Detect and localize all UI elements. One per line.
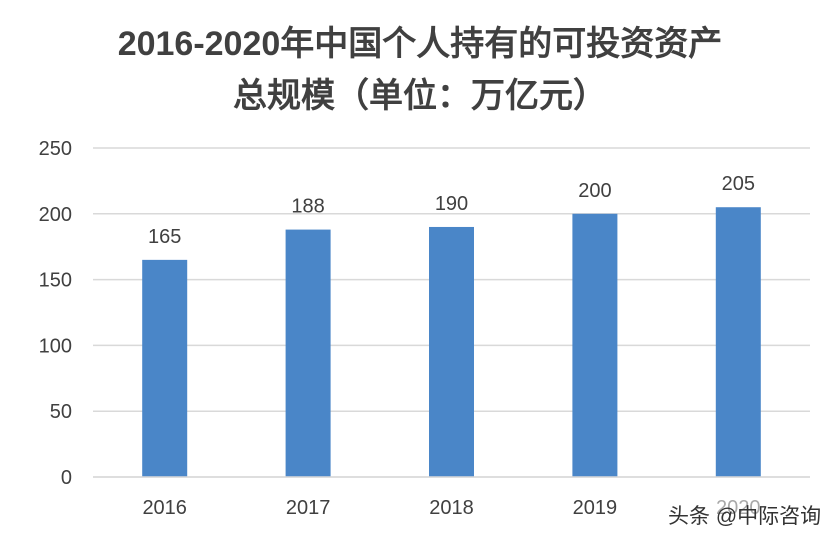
x-tick-label: 2016: [142, 497, 187, 519]
bar: [142, 259, 188, 477]
data-label: 165: [148, 226, 181, 248]
chart-title-line-2: 总规模（单位：万亿元）: [233, 77, 607, 115]
y-tick-label: 150: [39, 270, 72, 292]
y-tick-label: 250: [39, 138, 72, 160]
data-label: 200: [578, 180, 611, 202]
bar: [572, 213, 618, 478]
bar: [285, 229, 331, 477]
watermark: 头条 @中际咨询: [668, 500, 822, 530]
y-tick-label: 100: [39, 335, 72, 357]
data-label: 205: [722, 173, 755, 195]
x-tick-label: 2017: [286, 497, 331, 519]
bar: [429, 226, 474, 477]
data-label: 188: [291, 196, 324, 218]
y-tick-label: 0: [61, 467, 72, 489]
y-tick-label: 200: [39, 204, 72, 226]
y-tick-label: 50: [50, 401, 72, 423]
data-label: 190: [435, 193, 468, 215]
bar: [715, 207, 761, 477]
chart-title-line-1: 2016-2020年中国个人持有的可投资资产: [117, 25, 723, 63]
x-tick-label: 2018: [429, 497, 474, 519]
x-tick-label: 2019: [573, 497, 618, 519]
